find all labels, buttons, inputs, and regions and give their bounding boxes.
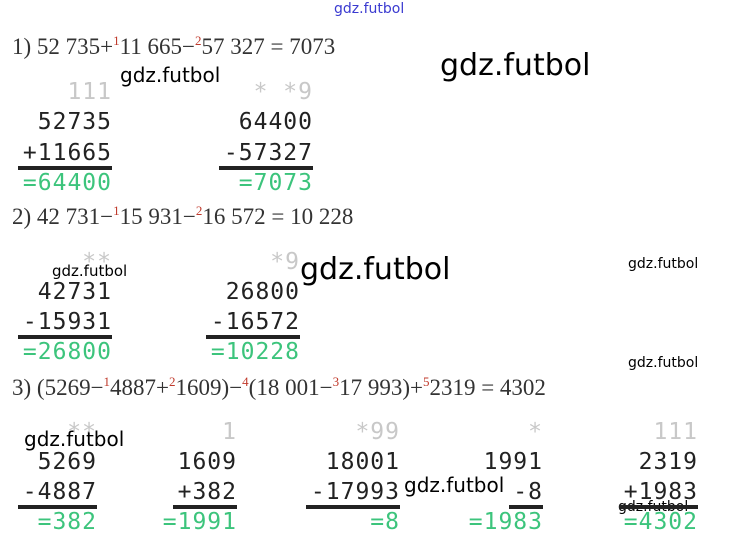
operand: -57327 — [223, 140, 313, 166]
result: =26800 — [22, 339, 112, 365]
watermark: gdz.futbol — [334, 1, 405, 17]
order-number: 1 — [113, 33, 120, 48]
minuend: 1991 — [483, 449, 543, 475]
sum-line — [306, 505, 400, 509]
result: =7073 — [238, 170, 313, 196]
expression-text: 2319 = 4302 — [429, 375, 546, 400]
minuend: 18001 — [325, 449, 400, 475]
carry-digits: 111 — [653, 419, 698, 445]
minuend: 2319 — [638, 449, 698, 475]
result: =382 — [37, 509, 97, 535]
operand: +1983 — [623, 479, 698, 505]
expression-text: 16 572 = 10 228 — [202, 204, 354, 229]
watermark: gdz.futbol — [52, 262, 128, 280]
order-number: 2 — [195, 203, 203, 218]
minuend: 42731 — [37, 279, 112, 305]
expression-text: 57 327 = 7073 — [201, 34, 336, 59]
result: =1991 — [162, 509, 237, 535]
sum-line — [173, 505, 237, 509]
expression-text: 4887+ — [110, 375, 170, 400]
expression-text: 15 931− — [119, 204, 196, 229]
order-number: 2 — [195, 33, 202, 48]
carry-digits: * — [528, 419, 543, 445]
expression: 1) 52 735+111 665−257 327 = 7073 — [12, 33, 335, 61]
watermark: gdz.futbol — [404, 473, 505, 497]
order-number: 4 — [242, 374, 249, 389]
minuend: 1609 — [177, 449, 237, 475]
watermark: gdz.futbol — [628, 256, 699, 272]
expression-text: 17 993)+ — [339, 375, 423, 400]
watermark: gdz.futbol — [300, 252, 451, 287]
carry-digits: *99 — [355, 419, 400, 445]
order-number: 2 — [169, 374, 176, 389]
carry-digits: 1 — [222, 419, 237, 445]
operand: -4887 — [22, 479, 97, 505]
expression-text: 1609)− — [175, 375, 243, 400]
expression-text: 1) 52 735+ — [12, 34, 114, 59]
operand: -8 — [513, 479, 543, 505]
sum-line — [18, 166, 112, 170]
watermark: gdz.futbol — [24, 427, 125, 451]
carry-digits: ** — [82, 249, 112, 275]
carry-digits: ** — [67, 419, 97, 445]
operand: -17993 — [310, 479, 400, 505]
carry-digits: *9 — [270, 249, 300, 275]
carry-digits: 111 — [67, 79, 112, 105]
result: =10228 — [210, 339, 300, 365]
operand: -16572 — [210, 309, 300, 335]
expression-text: 11 665− — [119, 34, 196, 59]
operand: +11665 — [22, 140, 112, 166]
minuend: 26800 — [225, 279, 300, 305]
expression-text: 2) 42 731− — [12, 204, 114, 229]
minuend: 5269 — [37, 449, 97, 475]
sum-line — [219, 166, 313, 170]
watermark: gdz.futbol — [440, 48, 591, 83]
result: =1983 — [468, 509, 543, 535]
order-number: 1 — [113, 203, 120, 218]
order-number: 3 — [332, 374, 340, 389]
carry-digits: * *9 — [253, 79, 313, 105]
watermark: gdz.futbol — [628, 355, 699, 371]
sum-line — [509, 505, 543, 509]
sum-line — [206, 335, 300, 339]
sum-line — [619, 505, 698, 509]
minuend: 52735 — [37, 109, 112, 135]
operand: +382 — [177, 479, 237, 505]
expression-text: (18 001− — [248, 375, 333, 400]
minuend: 64400 — [238, 109, 313, 135]
result: =8 — [370, 509, 400, 535]
operand: -15931 — [22, 309, 112, 335]
expression: 2) 42 731−115 931−216 572 = 10 228 — [12, 203, 353, 231]
result: =64400 — [22, 170, 112, 196]
watermark: gdz.futbol — [120, 63, 221, 87]
expression: 3) (5269−14887+21609)−4(18 001−317 993)+… — [12, 374, 546, 402]
order-number: 5 — [422, 374, 430, 389]
expression-text: 3) (5269− — [12, 375, 104, 400]
sum-line — [18, 505, 97, 509]
result: =4302 — [623, 509, 698, 535]
sum-line — [18, 335, 112, 339]
order-number: 1 — [103, 374, 111, 389]
